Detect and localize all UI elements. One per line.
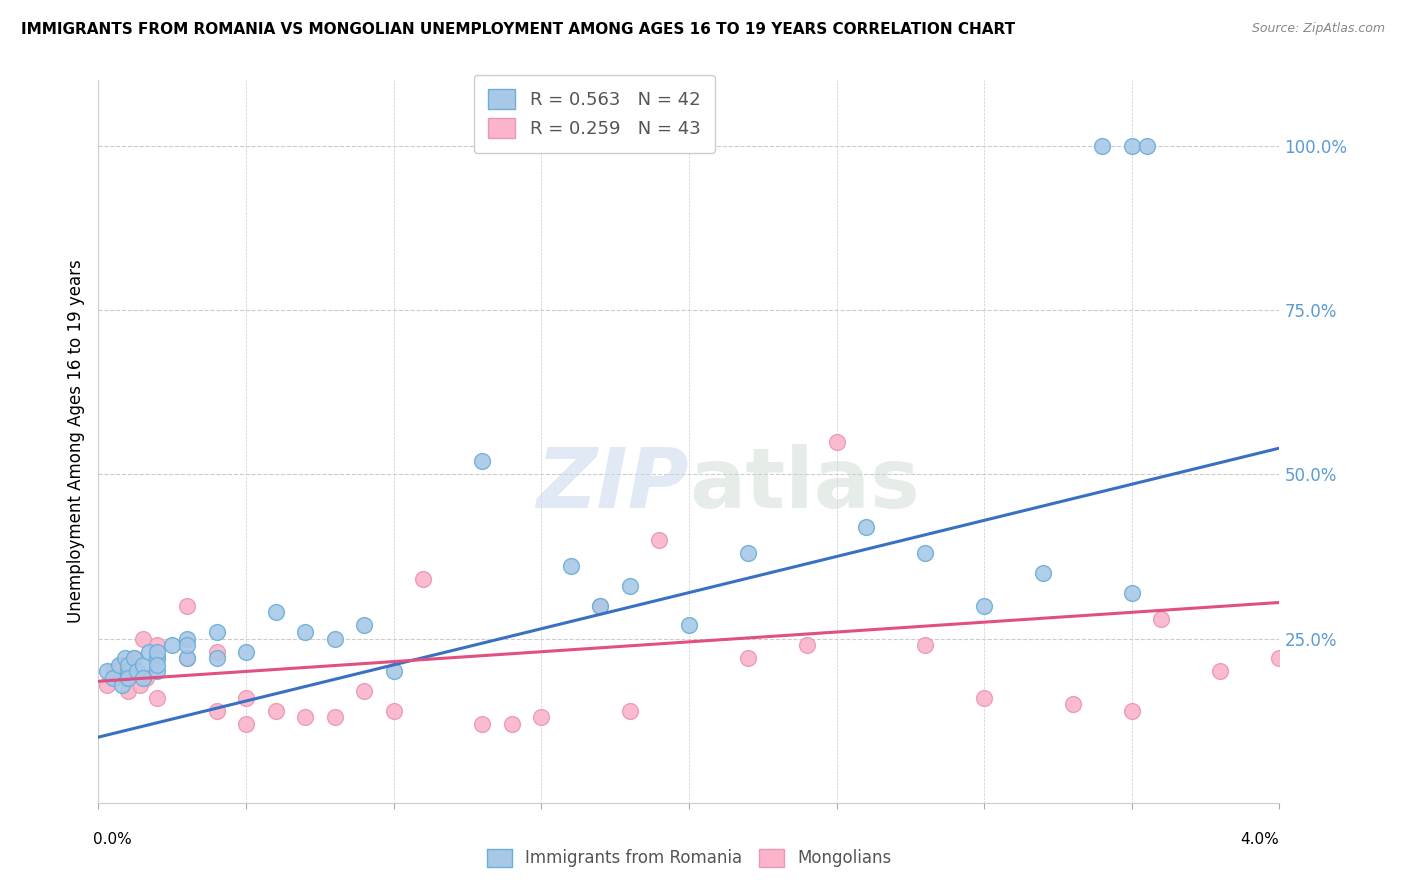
Text: Source: ZipAtlas.com: Source: ZipAtlas.com [1251,22,1385,36]
Point [235,690,257,705]
Point [737,651,759,665]
Point [1121,704,1143,718]
Point [264,704,287,718]
Point [589,599,612,613]
Text: ZIP: ZIP [536,444,689,525]
Point [146,638,169,652]
Point [471,717,494,731]
Point [176,638,198,652]
Point [146,651,169,665]
Point [96,677,118,691]
Point [1121,585,1143,599]
Point [125,665,148,679]
Point [855,520,877,534]
Point [108,657,131,672]
Point [205,651,228,665]
Point [117,665,139,679]
Point [117,671,139,685]
Point [323,632,346,646]
Point [205,625,228,640]
Point [235,717,257,731]
Point [560,559,582,574]
Y-axis label: Unemployment Among Ages 16 to 19 years: Unemployment Among Ages 16 to 19 years [66,260,84,624]
Point [138,645,160,659]
Point [117,657,139,672]
Point [382,704,405,718]
Point [176,599,198,613]
Text: 4.0%: 4.0% [1240,832,1279,847]
Point [294,625,316,640]
Point [471,454,494,468]
Point [117,665,139,679]
Point [117,684,139,698]
Point [132,671,155,685]
Point [205,645,228,659]
Point [648,533,671,547]
Point [1209,665,1232,679]
Point [205,704,228,718]
Point [323,710,346,724]
Point [825,434,848,449]
Point [1091,139,1114,153]
Point [1121,139,1143,153]
Point [382,665,405,679]
Point [1268,651,1291,665]
Point [678,618,700,632]
Point [501,717,523,731]
Point [103,671,125,685]
Point [146,665,169,679]
Point [1032,566,1054,580]
Point [914,546,936,560]
Point [146,690,169,705]
Point [132,632,155,646]
Text: 0.0%: 0.0% [93,832,131,847]
Point [737,546,759,560]
Point [176,651,198,665]
Point [1150,612,1173,626]
Point [264,605,287,619]
Point [132,657,155,672]
Point [122,651,145,665]
Point [176,651,198,665]
Legend: Immigrants from Romania, Mongolians: Immigrants from Romania, Mongolians [479,842,898,874]
Point [914,638,936,652]
Point [146,651,169,665]
Point [135,671,157,685]
Text: atlas: atlas [689,444,920,525]
Point [128,677,150,691]
Point [235,645,257,659]
Point [105,671,128,685]
Point [619,579,641,593]
Point [353,618,375,632]
Point [146,645,169,659]
Point [111,677,134,691]
Point [412,573,434,587]
Point [353,684,375,698]
Text: IMMIGRANTS FROM ROMANIA VS MONGOLIAN UNEMPLOYMENT AMONG AGES 16 TO 19 YEARS CORR: IMMIGRANTS FROM ROMANIA VS MONGOLIAN UNE… [21,22,1015,37]
Point [530,710,553,724]
Point [114,651,136,665]
Point [111,657,134,672]
Point [117,657,139,672]
Point [176,632,198,646]
Point [103,665,125,679]
Point [146,657,169,672]
Point [796,638,818,652]
Point [619,704,641,718]
Point [122,651,145,665]
Point [1062,698,1084,712]
Point [589,599,612,613]
Point [96,665,118,679]
Point [973,599,995,613]
Point [294,710,316,724]
Point [1136,139,1159,153]
Point [973,690,995,705]
Point [162,638,183,652]
